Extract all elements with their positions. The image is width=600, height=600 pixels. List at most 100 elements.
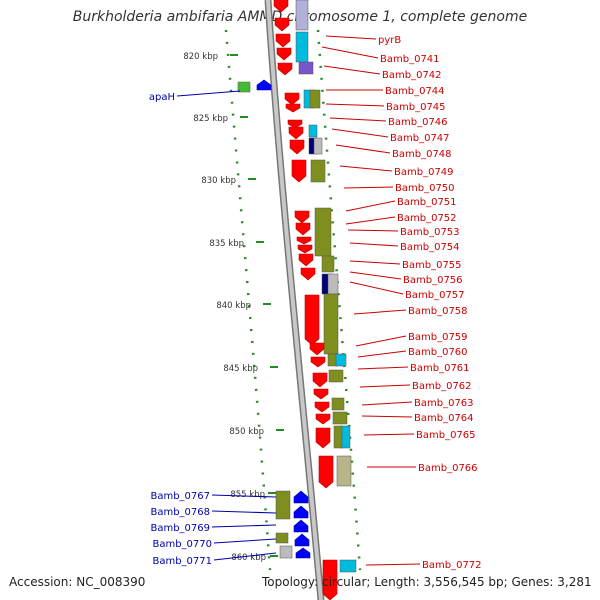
forward-gene-arrow — [297, 244, 313, 254]
right-leader-line — [343, 186, 394, 189]
feature-block — [333, 425, 343, 449]
forward-gene-arrow — [288, 126, 304, 140]
forward-gene-arrow — [298, 253, 314, 267]
forward-gene-arrow — [322, 559, 338, 600]
right-gene-label: Bamb_0748 — [392, 149, 452, 160]
right-gene-label: Bamb_0750 — [395, 183, 455, 194]
right-leader-line — [329, 117, 387, 122]
right-gene-label: Bamb_0757 — [405, 290, 465, 301]
left-leader-line — [211, 510, 277, 514]
forward-gene-arrow — [291, 159, 307, 183]
forward-gene-arrow — [318, 455, 334, 489]
left-gene-label: Bamb_0767 — [150, 491, 210, 502]
left-gene-label: Bamb_0768 — [150, 507, 210, 518]
backbone-line — [266, 0, 323, 600]
ruler-dots-right — [316, 29, 362, 571]
forward-gene-arrow — [315, 427, 331, 449]
left-leader-line — [213, 538, 277, 544]
forward-gene-arrow — [314, 401, 330, 413]
right-gene-label: Bamb_0760 — [408, 347, 468, 358]
forward-gene-arrow — [315, 413, 331, 425]
feature-block — [309, 89, 321, 109]
right-gene-label: Bamb_0764 — [414, 413, 474, 424]
right-leader-line — [321, 46, 379, 59]
forward-gene-arrow — [289, 139, 305, 155]
right-leader-line — [345, 200, 396, 212]
feature-block — [313, 137, 323, 155]
right-gene-label: Bamb_0772 — [422, 560, 482, 571]
feature-block — [308, 124, 318, 138]
right-gene-label: Bamb_0745 — [386, 102, 446, 113]
feature-block — [295, 0, 309, 31]
reverse-gene-arrow — [294, 533, 310, 547]
forward-gene-arrow — [287, 119, 303, 129]
right-leader-line — [349, 281, 404, 295]
feature-block — [279, 545, 293, 559]
forward-gene-arrow — [273, 0, 289, 13]
forward-gene-arrow — [274, 17, 290, 32]
right-leader-line — [359, 384, 411, 388]
feature-block — [335, 353, 347, 367]
chromosome-backbone — [264, 0, 325, 600]
right-leader-line — [355, 335, 407, 347]
right-gene-label: Bamb_0759 — [408, 332, 468, 343]
right-leader-line — [345, 216, 396, 225]
feature-block — [328, 369, 344, 383]
forward-gene-arrow — [312, 372, 328, 388]
right-leader-line — [349, 260, 401, 265]
forward-gene-arrow — [310, 356, 326, 368]
forward-gene-arrow — [284, 92, 300, 106]
scale-tick-label: 840 kbp — [216, 301, 251, 311]
right-leader-line — [347, 229, 399, 232]
right-gene-label: Bamb_0762 — [412, 381, 472, 392]
left-gene-label: Bamb_0770 — [152, 539, 212, 550]
forward-gene-arrow — [313, 388, 329, 400]
right-leader-line — [339, 165, 393, 172]
reverse-gene-arrow — [293, 505, 309, 519]
right-gene-label: Bamb_0751 — [397, 197, 457, 208]
right-leader-line — [335, 144, 391, 154]
forward-gene-arrow — [304, 294, 320, 346]
forward-gene-arrow — [276, 47, 292, 61]
scale-tick-label: 825 kbp — [193, 114, 228, 124]
left-leader-line — [211, 494, 277, 498]
right-leader-line — [349, 271, 402, 280]
feature-block — [237, 81, 251, 93]
feature-block — [321, 255, 335, 273]
right-gene-label: Bamb_0741 — [380, 54, 440, 65]
forward-gene-arrow — [309, 342, 325, 356]
scale-tick-label: 845 kbp — [223, 364, 258, 374]
right-gene-label: Bamb_0744 — [385, 86, 445, 97]
right-gene-label: Bamb_0755 — [402, 260, 462, 271]
scale-tick-label: 830 kbp — [201, 176, 236, 186]
right-leader-line — [323, 65, 381, 75]
forward-gene-arrow — [295, 222, 311, 236]
forward-gene-arrow — [300, 267, 316, 281]
feature-block — [331, 397, 345, 411]
right-gene-label: Bamb_0746 — [388, 117, 448, 128]
reverse-gene-arrow — [293, 519, 309, 533]
right-gene-label: Bamb_0752 — [397, 213, 457, 224]
feature-block — [310, 159, 326, 183]
right-leader-line — [357, 366, 409, 370]
forward-gene-arrow — [275, 33, 291, 48]
forward-gene-arrow — [294, 210, 310, 224]
right-gene-label: Bamb_0761 — [410, 363, 470, 374]
forward-gene-arrow — [277, 62, 293, 76]
right-leader-line — [353, 309, 407, 315]
right-gene-label: Bamb_0747 — [390, 133, 450, 144]
feature-block — [336, 455, 352, 487]
right-gene-label: Bamb_0742 — [382, 70, 442, 81]
right-gene-label: Bamb_0763 — [414, 398, 474, 409]
right-gene-label: Bamb_0753 — [400, 227, 460, 238]
right-leader-line — [363, 433, 415, 436]
feature-block — [275, 532, 289, 544]
scale-tick-label: 855 kbp — [230, 490, 265, 500]
right-leader-line — [349, 242, 399, 247]
topology-text: Topology: circular; Length: 3,556,545 bp… — [262, 575, 592, 589]
left-leader-line — [176, 90, 241, 97]
right-gene-label: Bamb_0766 — [418, 463, 478, 474]
scale-tick-label: 835 kbp — [209, 239, 244, 249]
scale-ruler: 820 kbp 825 kbp 830 kbp 835 kbp 840 kbp 845 k… — [183, 29, 362, 571]
